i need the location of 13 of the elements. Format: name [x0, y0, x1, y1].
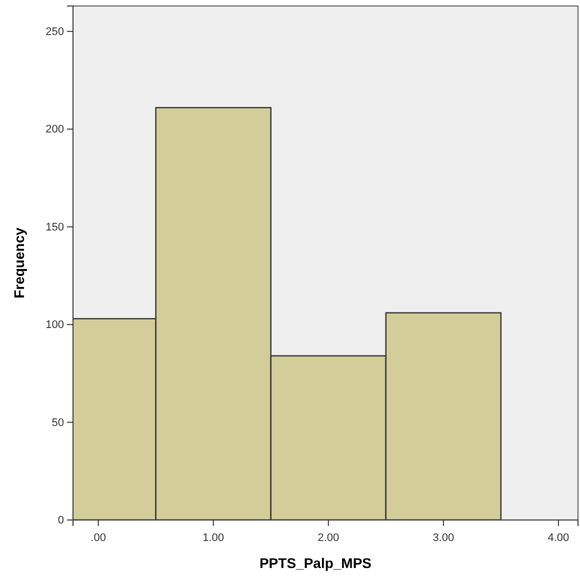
x-axis-title: PPTS_Palp_MPS [259, 555, 372, 571]
x-tick-label: 1.00 [202, 532, 224, 544]
y-tick-label: 50 [52, 416, 64, 429]
y-tick-label: 200 [46, 124, 64, 136]
y-tick-label: 250 [46, 26, 64, 38]
y-tick-label: 100 [46, 319, 64, 332]
y-tick-label: 150 [46, 221, 64, 234]
x-tick-label: 2.00 [318, 532, 340, 544]
x-tick-label: 3.00 [432, 532, 454, 544]
x-tick-label: 4.00 [548, 532, 570, 544]
y-tick-label: 0 [58, 514, 64, 527]
x-tick-label: .00 [90, 532, 106, 544]
y-axis-title: Frequency [11, 227, 27, 298]
